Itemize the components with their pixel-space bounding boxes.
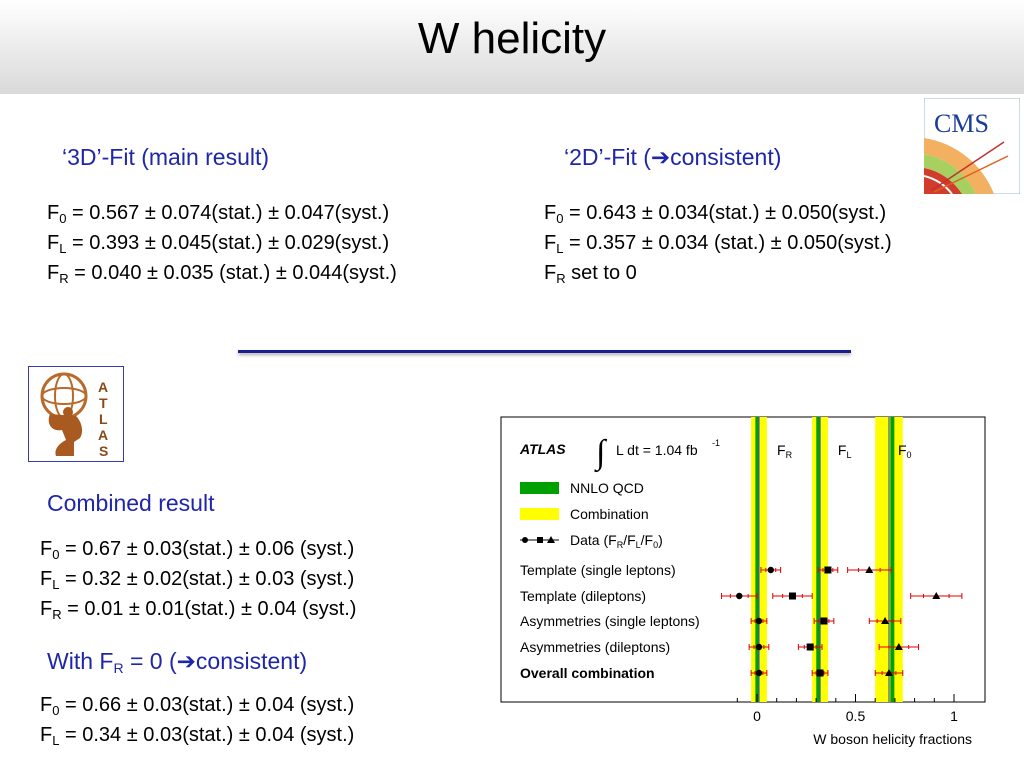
fit2d-fl: FL = 0.357 ± 0.034 (stat.) ± 0.050(syst.… xyxy=(544,232,892,256)
with-fr0-heading: With FR = 0 (➔consistent) xyxy=(47,648,308,676)
cms-logo-text: CMS xyxy=(934,109,989,138)
combined-fl: FL = 0.32 ± 0.02(stat.) ± 0.03 (syst.) xyxy=(40,568,355,592)
fit2d-heading: ‘2D’-Fit (➔consistent) xyxy=(564,144,782,170)
marker-fl-3 xyxy=(806,643,814,651)
x-tick-label-2: 1 xyxy=(950,708,958,724)
nnlo-band-1 xyxy=(816,417,821,702)
title-bar: W helicity xyxy=(0,0,1024,94)
legend-combination-label: Combination xyxy=(570,506,649,522)
legend-nnlo-label: NNLO QCD xyxy=(570,480,644,496)
legend-data-square xyxy=(537,537,543,543)
marker-fr-1 xyxy=(736,592,743,600)
lumi-integral-sign: ∫ xyxy=(594,434,608,473)
combined-heading: Combined result xyxy=(47,490,215,516)
cms-logo: CMS xyxy=(923,97,1021,195)
legend-combination-swatch xyxy=(520,508,559,520)
fit2d-f0: F0 = 0.643 ± 0.034(stat.) ± 0.050(syst.) xyxy=(544,202,887,226)
chart-frame xyxy=(500,416,986,703)
slide-title: W helicity xyxy=(417,14,607,63)
atlas-logo-icon: A T L A S xyxy=(28,366,124,462)
row-label-0: Template (single leptons) xyxy=(520,562,676,578)
nnlo-band-0 xyxy=(755,417,760,702)
atlas-letter-a2: A xyxy=(98,427,108,443)
atlas-letter-l: L xyxy=(99,411,108,427)
legend-data-label: Data (FR/FL/F0) xyxy=(570,532,663,550)
helicity-chart: ATLAS ∫ L dt = 1.04 fb -1 FR FL F0 NNLO QCD Comb… xyxy=(500,416,986,752)
x-tick-label-0: 0 xyxy=(753,708,761,724)
fit2d-fr: FR set to 0 xyxy=(544,262,637,286)
nnlo-band-2 xyxy=(890,417,895,702)
legend-data-circle xyxy=(522,537,528,543)
fit3d-fr: FR = 0.040 ± 0.035 (stat.) ± 0.044(syst.… xyxy=(47,262,397,286)
lumi-exponent: -1 xyxy=(712,438,720,448)
marker-fl-2 xyxy=(820,617,828,625)
row-label-1: Template (dileptons) xyxy=(520,588,646,604)
x-tick-label-1: 0.5 xyxy=(846,708,866,724)
marker-fr-4 xyxy=(755,669,763,677)
marker-fl-4 xyxy=(816,669,824,677)
row-label-3: Asymmetries (dileptons) xyxy=(520,639,670,655)
legend-data-triangle xyxy=(547,536,555,543)
fit3d-heading: ‘3D’-Fit (main result) xyxy=(62,144,270,170)
with-fr0-fl: FL = 0.34 ± 0.03(stat.) ± 0.04 (syst.) xyxy=(40,724,355,748)
marker-fl-1 xyxy=(788,592,796,600)
cms-logo-icon: CMS xyxy=(923,97,1021,195)
marker-fr-2 xyxy=(755,617,763,625)
marker-fr-0 xyxy=(767,566,774,574)
combined-f0: F0 = 0.67 ± 0.03(stat.) ± 0.06 (syst.) xyxy=(40,538,355,562)
fit3d-f0: F0 = 0.567 ± 0.074(stat.) ± 0.047(syst.) xyxy=(47,202,390,226)
atlas-logo: A T L A S xyxy=(28,366,124,462)
row-label-4: Overall combination xyxy=(520,665,655,681)
marker-f0-4 xyxy=(884,669,893,676)
marker-f0-2 xyxy=(881,617,890,624)
marker-f0-3 xyxy=(894,643,903,650)
atlas-letter-s: S xyxy=(99,443,108,459)
atlas-letter-a1: A xyxy=(98,379,108,395)
section-divider xyxy=(238,350,851,353)
arrow-right-icon: ➔ xyxy=(650,144,671,170)
atlas-letter-t: T xyxy=(99,395,108,411)
x-axis-title: W boson helicity fractions xyxy=(813,731,972,747)
marker-f0-1 xyxy=(932,592,941,599)
with-fr0-f0: F0 = 0.66 ± 0.03(stat.) ± 0.04 (syst.) xyxy=(40,694,355,718)
marker-f0-0 xyxy=(865,566,874,573)
combined-fr: FR = 0.01 ± 0.01(stat.) ± 0.04 (syst.) xyxy=(40,598,357,622)
arrow-right-icon: ➔ xyxy=(176,648,196,674)
chart-experiment-label: ATLAS xyxy=(519,441,566,457)
fit3d-fl: FL = 0.393 ± 0.045(stat.) ± 0.029(syst.) xyxy=(47,232,390,256)
row-label-2: Asymmetries (single leptons) xyxy=(520,613,700,629)
marker-fr-3 xyxy=(755,643,763,651)
marker-fl-0 xyxy=(824,566,832,574)
lumi-label: L dt = 1.04 fb xyxy=(616,442,698,458)
legend-nnlo-swatch xyxy=(520,482,559,494)
